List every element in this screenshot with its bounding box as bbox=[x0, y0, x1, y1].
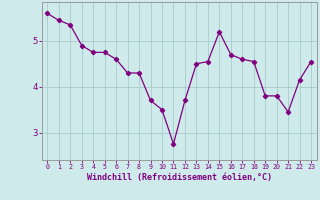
X-axis label: Windchill (Refroidissement éolien,°C): Windchill (Refroidissement éolien,°C) bbox=[87, 173, 272, 182]
